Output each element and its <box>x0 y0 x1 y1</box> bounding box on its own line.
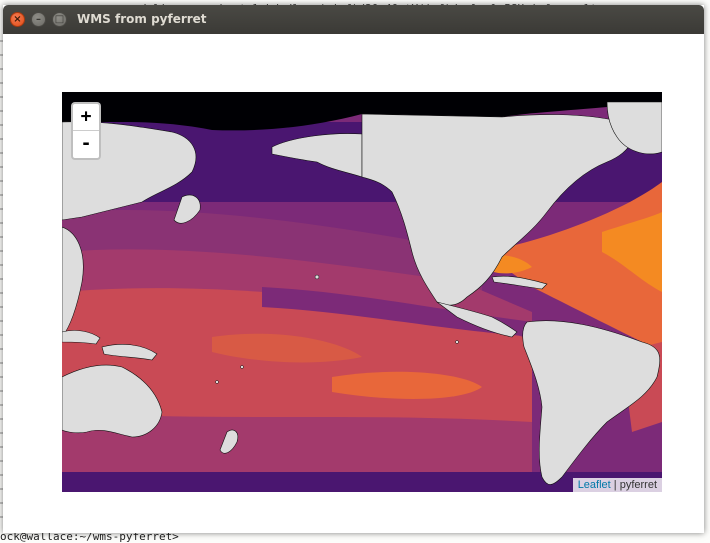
zoom-out-button[interactable]: - <box>80 133 92 154</box>
band-hot-spot-sp <box>332 371 482 399</box>
zoom-in-button[interactable]: + <box>73 104 99 131</box>
land-japan <box>173 194 201 224</box>
window-title: WMS from pyferret <box>77 12 207 26</box>
band-hottest-atlantic <box>602 212 662 292</box>
land-australia <box>62 364 163 438</box>
land-south-america <box>522 320 661 485</box>
island-samoa <box>240 365 244 369</box>
maximize-button[interactable]: □ <box>52 12 67 27</box>
pyferret-window: × – □ WMS from pyferret <box>3 5 704 533</box>
sst-map-image <box>62 92 662 492</box>
terminal-text-edge <box>0 30 4 530</box>
minimize-button[interactable]: – <box>31 12 46 27</box>
land-new-zealand <box>219 429 239 454</box>
arctic-ice <box>62 92 662 131</box>
island-galapagos <box>455 340 459 344</box>
island-hawaii <box>314 274 320 280</box>
land-asia-south <box>62 226 84 338</box>
land-new-guinea <box>101 344 158 361</box>
land-alaska <box>271 133 363 178</box>
land-central-america <box>436 301 518 338</box>
attribution-separator: | <box>610 479 620 491</box>
land-cuba <box>491 275 548 290</box>
island-fiji <box>215 380 219 384</box>
terminal-prompt[interactable]: ock@wallace:~/wms-pyferret> <box>0 530 179 543</box>
zoom-control: + - <box>71 102 101 160</box>
band-southern-cold <box>62 472 662 492</box>
land-greenland <box>606 101 662 155</box>
attribution-text: pyferret <box>619 479 657 491</box>
leaflet-link[interactable]: Leaflet <box>577 479 611 491</box>
close-button[interactable]: × <box>10 12 25 27</box>
land-indonesia <box>62 330 101 345</box>
band-hot-atlantic <box>482 182 662 352</box>
band-hot-spot-west <box>212 333 362 363</box>
title-bar[interactable]: × – □ WMS from pyferret <box>3 5 704 34</box>
map-attribution: Leaflet | pyferret <box>572 478 662 492</box>
map-view[interactable]: + - Leaflet | pyferret <box>62 92 662 492</box>
band-equatorial-cool <box>262 287 532 337</box>
